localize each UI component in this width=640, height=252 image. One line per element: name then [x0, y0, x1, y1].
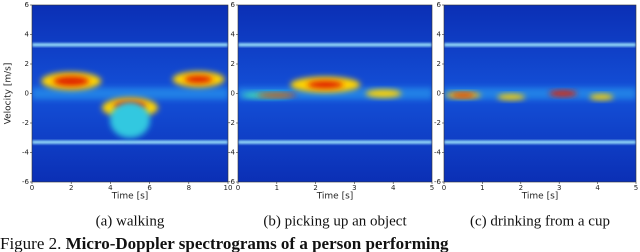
x-tick-label: 4 [108, 184, 113, 192]
x-tick-label: 5 [634, 184, 638, 192]
y-tick-label: -6 [434, 178, 442, 186]
x-tick-label: 3 [352, 184, 356, 192]
subcaption: (a) walking [96, 213, 165, 229]
spectral-line [32, 43, 228, 47]
caption-text: Micro-Doppler spectrograms of a person p… [66, 234, 449, 252]
spectral-blob [256, 93, 297, 98]
y-tick-label: -2 [22, 119, 29, 127]
x-tick-label: 5 [430, 184, 434, 192]
center-band [32, 87, 228, 100]
x-tick-label: 1 [275, 184, 279, 192]
x-tick-label: 2 [69, 184, 73, 192]
x-tick-label: 1 [480, 184, 484, 192]
y-tick-label: 2 [437, 60, 441, 68]
x-axis-label: Time [s] [316, 192, 354, 202]
spectral-blob [589, 94, 614, 101]
x-tick-label: 0 [236, 184, 240, 192]
spectral-blob [365, 89, 402, 98]
y-tick-label: -6 [228, 178, 236, 186]
spectral-line [444, 140, 636, 144]
y-tick-label: -6 [22, 178, 30, 186]
y-tick-label: 0 [437, 90, 441, 98]
x-tick-label: 3 [557, 184, 561, 192]
x-tick-label: 0 [442, 184, 446, 192]
spectral-blob [53, 76, 90, 87]
x-tick-label: 8 [187, 184, 191, 192]
spectral-line [444, 43, 636, 47]
figure-caption: Figure 2. Micro-Doppler spectrograms of … [0, 234, 449, 252]
x-tick-label: 2 [313, 184, 317, 192]
x-axis-label: Time [s] [111, 192, 149, 202]
subcaption: (c) drinking from a cup [470, 213, 610, 229]
x-tick-label: 2 [519, 184, 523, 192]
y-tick-label: 4 [437, 31, 442, 39]
y-tick-label: 4 [25, 31, 30, 39]
spectral-blob [110, 102, 150, 139]
x-axis-label: Time [s] [521, 192, 559, 202]
y-tick-label: 0 [231, 90, 235, 98]
spectral-line [238, 140, 432, 144]
y-tick-label: -4 [22, 149, 30, 157]
x-tick-label: 4 [595, 184, 600, 192]
y-tick-label: 2 [25, 60, 29, 68]
spectral-blob [451, 93, 476, 98]
spectral-line [32, 140, 228, 144]
y-tick-label: -4 [434, 149, 442, 157]
y-tick-label: -2 [434, 119, 441, 127]
spectral-line [238, 43, 432, 47]
spectrogram [238, 5, 432, 182]
y-tick-label: 6 [25, 1, 30, 9]
y-axis-label: Velocity [m/s] [4, 63, 14, 125]
caption-label: Figure 2. [0, 234, 61, 252]
y-tick-label: 6 [231, 1, 236, 9]
x-tick-label: 4 [391, 184, 396, 192]
spectrogram [444, 5, 636, 182]
y-tick-label: 6 [437, 1, 442, 9]
x-tick-label: 0 [30, 184, 34, 192]
spectral-blob [497, 94, 526, 101]
y-tick-label: -4 [228, 149, 236, 157]
center-band [444, 87, 636, 100]
spectral-blob [184, 75, 213, 84]
y-tick-label: 0 [25, 90, 29, 98]
x-tick-label: 10 [224, 184, 233, 192]
subcaption: (b) picking up an object [263, 213, 407, 229]
y-tick-label: -2 [228, 119, 235, 127]
y-tick-label: 2 [231, 60, 235, 68]
spectrogram [32, 5, 228, 182]
spectral-blob [307, 80, 344, 89]
y-tick-label: 4 [231, 31, 236, 39]
x-tick-label: 6 [147, 184, 152, 192]
spectral-blob [549, 90, 578, 97]
